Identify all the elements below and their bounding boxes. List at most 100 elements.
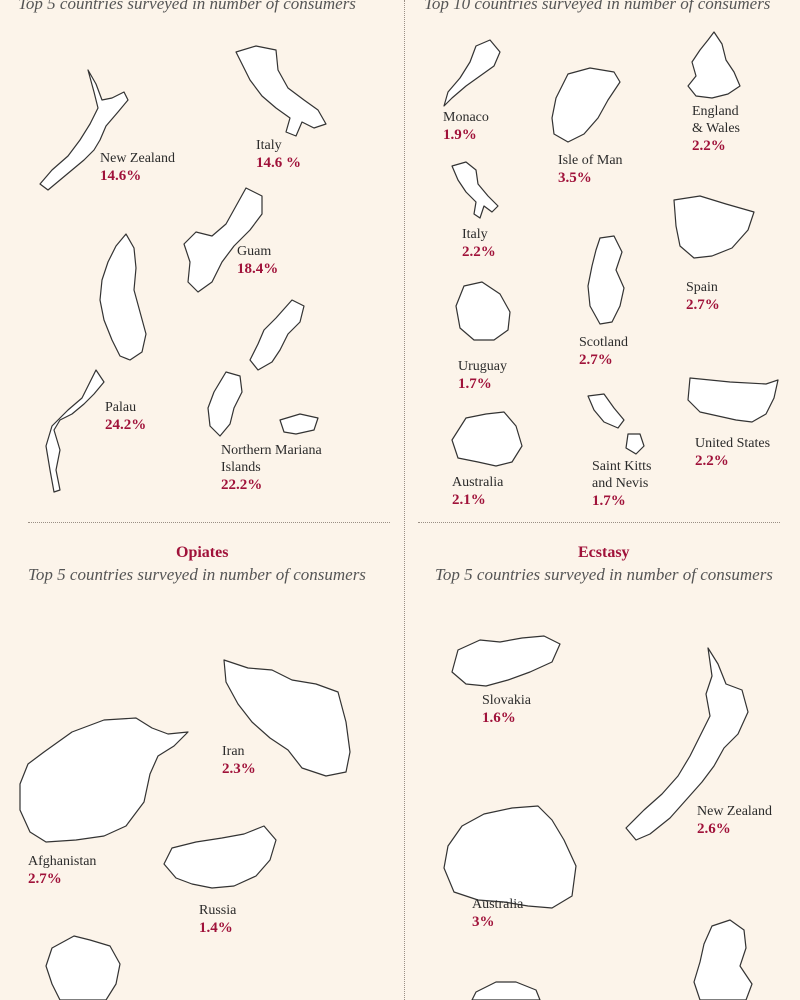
top-left-subtitle: Top 5 countries surveyed in number of co…: [18, 0, 356, 13]
country-percentage: 1.6%: [482, 710, 516, 726]
country-name: Iran: [222, 744, 245, 759]
country-name: New Zealand: [100, 151, 176, 166]
country-percentage: 14.6%: [100, 168, 142, 184]
horizontal-divider-right: [418, 522, 780, 523]
country-name: Russia: [199, 903, 237, 918]
country-percentage: 2.1%: [452, 492, 486, 508]
australia-shape-2: [443, 805, 577, 909]
country-name: Italy: [256, 138, 282, 153]
country-label-guam: Guam 18.4%: [237, 243, 278, 278]
country-name: United States: [695, 436, 771, 451]
uruguay-shape: [455, 281, 511, 341]
vertical-divider: [404, 0, 405, 1000]
country-percentage: 24.2%: [105, 417, 147, 433]
northern-mariana-shape-3: [279, 413, 319, 435]
country-label-australia-2: Australia 3%: [472, 896, 523, 931]
country-label-australia: Australia 2.1%: [452, 474, 503, 509]
country-label-northern-mariana-islands: Northern Mariana Islands 22.2%: [221, 442, 322, 494]
palau-shape: [99, 233, 147, 361]
country-percentage: 1.9%: [443, 127, 477, 143]
spain-shape: [673, 195, 755, 259]
country-name: Isle of Man: [558, 153, 623, 168]
country-label-afghanistan: Afghanistan 2.7%: [28, 853, 96, 888]
palau-islets-shape: [45, 369, 105, 493]
northern-mariana-shape-2: [207, 371, 243, 437]
country-label-saint-kitts-and-nevis: Saint Kitts and Nevis 1.7%: [592, 458, 652, 510]
saint-kitts-shape: [587, 393, 625, 429]
country-name: Palau: [105, 400, 137, 415]
opiates-title: Opiates: [176, 544, 229, 561]
country-name: New Zealand: [697, 804, 773, 819]
country-percentage: 18.4%: [237, 261, 279, 277]
country-label-russia: Russia 1.4%: [199, 902, 236, 937]
country-label-england-wales: England & Wales 2.2%: [692, 103, 740, 155]
opiates-subtitle: Top 5 countries surveyed in number of co…: [28, 565, 366, 584]
country-percentage: 2.2%: [695, 453, 729, 469]
new-zealand-shape-2: [625, 647, 749, 841]
isle-of-man-shape: [551, 67, 621, 143]
country-label-spain: Spain 2.7%: [686, 279, 720, 314]
country-percentage: 2.3%: [222, 761, 256, 777]
country-percentage: 14.6 %: [256, 155, 301, 171]
country-percentage: 2.2%: [462, 244, 496, 260]
country-percentage: 1.7%: [592, 493, 626, 509]
bottom-left-partial-shape: [45, 935, 121, 1000]
country-name: Australia: [472, 897, 524, 912]
country-label-new-zealand-2: New Zealand 2.6%: [697, 803, 772, 838]
united-states-shape: [687, 377, 779, 423]
country-name: Uruguay: [458, 359, 507, 374]
country-name: Monaco: [443, 110, 489, 125]
country-name: Australia: [452, 475, 504, 490]
russia-shape: [163, 825, 277, 889]
country-percentage: 2.7%: [579, 352, 613, 368]
country-label-italy: Italy 14.6 %: [256, 137, 301, 172]
country-name: England & Wales: [692, 104, 740, 136]
slovakia-shape: [451, 635, 561, 687]
country-percentage: 22.2%: [221, 477, 263, 493]
england-wales-shape: [687, 31, 741, 99]
country-percentage: 1.7%: [458, 376, 492, 392]
country-label-new-zealand: New Zealand 14.6%: [100, 150, 175, 185]
country-percentage: 2.7%: [28, 871, 62, 887]
country-percentage: 1.4%: [199, 920, 233, 936]
ecstasy-subtitle: Top 5 countries surveyed in number of co…: [435, 565, 773, 584]
country-percentage: 3%: [472, 914, 495, 930]
italy-shape-1: [235, 45, 327, 137]
country-name: Afghanistan: [28, 854, 97, 869]
horizontal-divider-left: [28, 522, 390, 523]
country-label-scotland: Scotland 2.7%: [579, 334, 628, 369]
new-zealand-shape: [39, 69, 129, 191]
country-name: Italy: [462, 227, 488, 242]
country-label-united-states: United States 2.2%: [695, 435, 770, 470]
country-percentage: 2.2%: [692, 138, 726, 154]
country-name: Scotland: [579, 335, 628, 350]
scotland-shape-1: [587, 235, 625, 325]
monaco-shape: [443, 39, 501, 107]
country-label-slovakia: Slovakia 1.6%: [482, 692, 531, 727]
country-name: Spain: [686, 280, 718, 295]
iran-shape: [223, 659, 351, 777]
country-label-iran: Iran 2.3%: [222, 743, 256, 778]
country-percentage: 3.5%: [558, 170, 592, 186]
country-percentage: 2.6%: [697, 821, 731, 837]
country-label-uruguay: Uruguay 1.7%: [458, 358, 507, 393]
country-label-italy-2: Italy 2.2%: [462, 226, 496, 261]
country-name: Northern Mariana Islands: [221, 443, 322, 475]
country-percentage: 2.7%: [686, 297, 720, 313]
country-name: Guam: [237, 244, 272, 259]
country-label-monaco: Monaco 1.9%: [443, 109, 489, 144]
bottom-right-partial-shape: [471, 981, 541, 1000]
northern-mariana-shape-1: [249, 299, 305, 371]
country-label-palau: Palau 24.2%: [105, 399, 146, 434]
ecstasy-title: Ecstasy: [578, 544, 630, 561]
afghanistan-shape: [19, 717, 189, 843]
top-right-subtitle: Top 10 countries surveyed in number of c…: [424, 0, 771, 13]
guam-shape: [183, 187, 263, 293]
italy-shape-2: [451, 161, 499, 219]
nevis-shape: [625, 433, 645, 455]
country-label-isle-of-man: Isle of Man 3.5%: [558, 152, 623, 187]
scotland-shape-2: [693, 919, 753, 1000]
country-name: Slovakia: [482, 693, 531, 708]
australia-shape-1: [451, 411, 523, 467]
